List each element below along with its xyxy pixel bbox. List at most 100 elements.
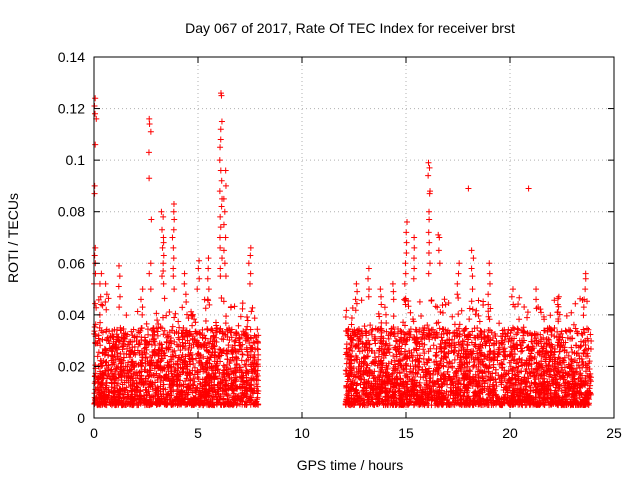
data-point [112,400,119,407]
data-point [220,396,227,403]
data-point [118,334,125,341]
data-point [182,377,189,384]
data-point [113,375,120,382]
data-point [92,244,99,251]
data-point [239,341,246,348]
data-point [131,343,138,350]
data-point [524,309,531,316]
data-point [92,141,99,148]
data-point [126,347,133,354]
data-point [191,316,198,323]
data-point [108,395,115,402]
data-point [253,361,260,368]
data-point [216,384,223,391]
data-point [147,367,154,374]
data-point [222,273,229,280]
data-point [139,311,146,318]
data-point [236,373,243,380]
data-point [547,312,554,319]
data-point [225,385,232,392]
data-point [196,380,203,387]
data-point [167,344,174,351]
data-point [119,401,126,408]
data-point [469,273,476,280]
data-point [222,386,229,393]
data-point [206,340,213,347]
data-point [410,373,417,380]
data-point [226,327,233,334]
data-point [233,385,240,392]
data-point [209,384,216,391]
data-point [117,360,124,367]
data-point [215,375,222,382]
data-point [436,325,443,332]
data-point [156,399,163,406]
data-point [95,296,102,303]
data-point [225,372,232,379]
data-point [222,182,229,189]
data-point [187,376,194,383]
data-point [233,360,240,367]
data-point [112,341,119,348]
data-point [137,296,144,303]
data-point [134,333,141,340]
data-point [235,322,242,329]
data-point [217,273,224,280]
data-point [245,260,252,267]
data-point [128,372,135,379]
data-point [445,364,452,371]
data-point [120,354,127,361]
data-point [524,314,531,321]
data-point [232,337,239,344]
data-point [230,367,237,374]
data-point [475,297,482,304]
data-point [190,360,197,367]
data-point [227,304,234,311]
data-point [160,213,167,220]
data-point [175,318,182,325]
data-point [107,397,114,404]
data-point [426,164,433,171]
data-point [372,340,379,347]
data-point [172,396,179,403]
data-point [127,383,134,390]
data-point [165,363,172,370]
data-point [521,303,528,310]
data-point [170,200,177,207]
data-point [148,216,155,223]
data-point [174,376,181,383]
data-point [207,354,214,361]
data-point [191,387,198,394]
data-point [411,234,418,241]
data-point [170,361,177,368]
data-point [91,373,98,380]
data-point [128,361,135,368]
data-point [151,351,158,358]
data-point [225,385,232,392]
data-point [378,293,385,300]
data-point [179,336,186,343]
data-point [92,331,99,338]
data-point [390,313,397,320]
data-point [247,381,254,388]
data-point [548,348,555,355]
data-point [194,368,201,375]
data-point [174,390,181,397]
data-point [147,260,154,267]
data-point [170,273,177,280]
data-point [159,344,166,351]
data-point [156,372,163,379]
data-point [214,366,221,373]
data-point [181,358,188,365]
data-point [582,270,589,277]
data-point [206,382,213,389]
data-point [136,350,143,357]
data-point [217,378,224,385]
data-point [143,389,150,396]
data-point [109,380,116,387]
data-point [180,381,187,388]
data-point [402,270,409,277]
data-point [109,361,116,368]
data-point [425,249,432,256]
data-point [129,338,136,345]
